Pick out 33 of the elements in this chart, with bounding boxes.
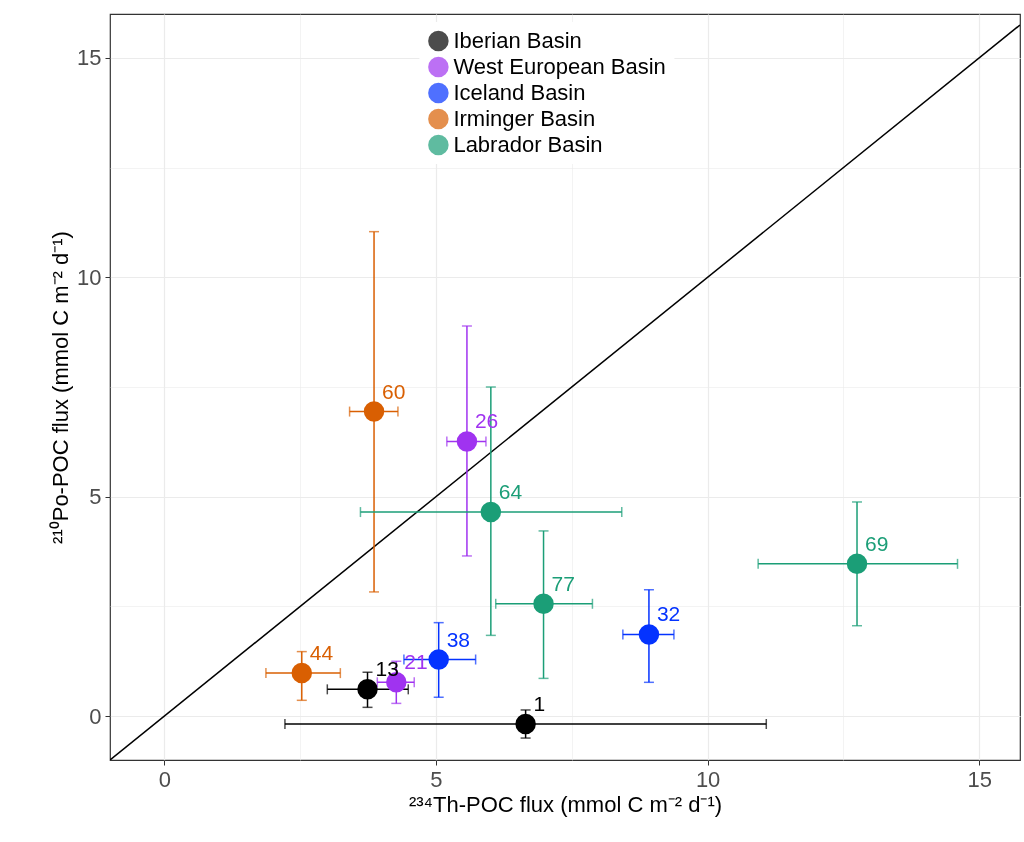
- annotation: 64: [498, 480, 523, 504]
- annotation: 77: [551, 571, 575, 595]
- y-tick-label: 5: [89, 484, 102, 510]
- point: [357, 679, 378, 700]
- x-axis-title: ²³⁴Th-POC flux (mmol C m⁻² d⁻¹): [408, 791, 723, 817]
- x-tick-label: 15: [967, 766, 992, 792]
- x-tick-label: 0: [158, 766, 171, 792]
- annotation: 60: [382, 379, 406, 403]
- point: [456, 431, 478, 452]
- x-tick-label: 5: [430, 766, 443, 792]
- annotation: 69: [865, 531, 889, 555]
- point: [291, 662, 313, 684]
- annotation: 44: [309, 641, 334, 665]
- point: [363, 401, 385, 422]
- y-tick-label: 10: [77, 264, 102, 290]
- y-tick-label: 15: [77, 45, 102, 71]
- y-tick-label: 0: [89, 703, 102, 729]
- point: [480, 501, 502, 523]
- legend-label: Irminger Basin: [453, 106, 596, 131]
- legend-label: Iberian Basin: [453, 28, 582, 53]
- legend-label: West European Basin: [453, 54, 666, 79]
- legend-label: Labrador Basin: [453, 132, 603, 157]
- point: [515, 713, 536, 735]
- point: [533, 593, 554, 615]
- annotation: 32: [656, 602, 681, 626]
- point: [638, 624, 660, 645]
- point: [846, 553, 868, 575]
- annotation: 38: [446, 627, 471, 651]
- x-tick-label: 10: [695, 766, 721, 792]
- legend-label: Iceland Basin: [453, 80, 586, 105]
- y-axis-title: ²¹⁰Po-POC flux (mmol C m⁻² d⁻¹): [48, 231, 74, 544]
- annotation: 1: [533, 692, 546, 716]
- point: [428, 649, 449, 670]
